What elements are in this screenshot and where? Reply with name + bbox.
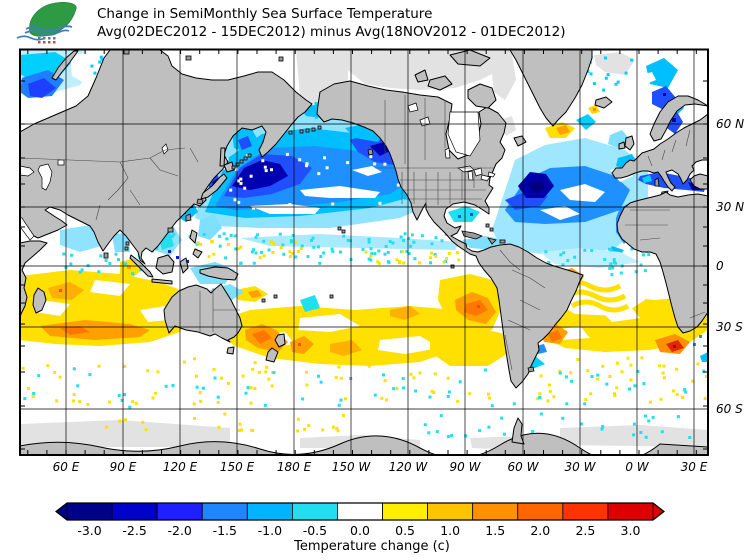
colorbar-tick-label: 2.0 [530, 523, 550, 538]
colorbar: -3.0 -2.5 -2.0 -1.5 -1.0 -0.5 0.0 0.5 1.0 1.5 2.0 2… [55, 502, 665, 554]
land-greenland [509, 50, 593, 127]
colorbar-cells [56, 502, 664, 521]
agency-leaf-logo [16, 2, 77, 44]
land-new-zealand-south [265, 347, 279, 363]
colorbar-caption: Temperature change (c) [293, 539, 450, 554]
arctic-islands [51, 50, 497, 109]
graticule [20, 50, 708, 455]
colorbar-segment [246, 502, 293, 521]
colorbar-tick-label: 1.0 [440, 523, 460, 538]
land-tasmania [226, 346, 235, 355]
colorbar-tick-label: 0.0 [350, 523, 370, 538]
land-new-zealand-north [274, 333, 286, 348]
header: Change in SemiMonthly Sea Surface Temper… [97, 6, 566, 40]
lon-label: 150 E [220, 460, 255, 474]
colorbar-tick-label: -1.5 [213, 523, 237, 538]
lon-label: 150 W [332, 460, 372, 474]
colorbar-segment [472, 502, 519, 521]
colorbar-segment [382, 502, 429, 521]
colorbar-tick-label: -2.0 [167, 523, 191, 538]
page-title: Change in SemiMonthly Sea Surface Temper… [97, 6, 432, 22]
colorbar-segment [427, 502, 474, 521]
colorbar-segment [111, 502, 158, 521]
land-ireland [618, 141, 626, 150]
colorbar-outline [55, 502, 665, 521]
world-map: 60 N 30 N 0 30 S 60 S 60 E 90 E 120 E 150 E 180 … [19, 48, 744, 474]
colorbar-segment [156, 502, 203, 521]
land-europe [611, 113, 708, 192]
colorbar-segment [66, 502, 113, 521]
land-madagascar [32, 287, 47, 314]
colorbar-segment [201, 502, 248, 521]
north-atlantic-cooling [448, 105, 648, 268]
lat-label: 60 N [716, 117, 744, 131]
lon-label: 60 E [53, 460, 80, 474]
lon-label: 60 W [508, 460, 540, 474]
wave-icon [16, 25, 73, 41]
colorbar-tick-label: 2.5 [575, 523, 595, 538]
land-east-africa [20, 240, 48, 319]
map-frame [19, 48, 709, 456]
latitude-labels: 60 N 30 N 0 30 S 60 S [716, 117, 744, 416]
landmasses [20, 50, 708, 455]
colorbar-segment [607, 502, 654, 521]
lat-label: 60 S [716, 402, 743, 416]
land-antarctic-peninsula [511, 417, 525, 445]
small-islands [124, 125, 535, 373]
lon-label: 30 E [681, 460, 708, 474]
colorbar-tick-label: 1.5 [485, 523, 505, 538]
colorbar-tick-label: -2.5 [122, 523, 146, 538]
longitude-labels: 60 E 90 E 120 E 150 E 180 E 150 W 120 W 90 W 60 … [53, 460, 708, 474]
lon-label: 180 E [277, 460, 312, 474]
lakes [20, 102, 496, 241]
land-africa [616, 191, 708, 334]
land-vancouver-island [367, 148, 374, 156]
logo-caption-marks [38, 37, 56, 44]
land-sardinia [654, 177, 660, 187]
colorbar-tick-labels: -3.0 -2.5 -2.0 -1.5 -1.0 -0.5 0.0 0.5 1.0 1.5 2.0 2… [77, 523, 640, 538]
colorbar-segment [337, 502, 383, 521]
lon-label: 30 W [565, 460, 597, 474]
land-eurasia [20, 50, 313, 265]
lon-label: 90 E [110, 460, 137, 474]
colorbar-segment [291, 502, 338, 521]
lon-label: 120 E [163, 460, 198, 474]
lon-label: 0 W [625, 460, 649, 474]
colorbar-segment [562, 502, 609, 521]
land-uk [624, 135, 635, 151]
colorbar-tick-label: 0.5 [395, 523, 415, 538]
page-subtitle: Avg(02DEC2012 - 15DEC2012) minus Avg(18N… [97, 24, 566, 40]
east-asia-islands [167, 147, 252, 259]
colorbar-tick-label: -1.0 [258, 523, 282, 538]
land-scandinavia [649, 95, 708, 142]
land-iceland [594, 96, 613, 109]
colorbar-tick-label: -3.0 [77, 523, 101, 538]
indonesia-islands [103, 252, 239, 285]
lon-label: 120 W [389, 460, 429, 474]
land-australia [163, 283, 243, 343]
lon-label: 90 W [450, 460, 482, 474]
colorbar-tick-label: 3.0 [621, 523, 641, 538]
lat-label: 0 [716, 259, 724, 273]
lat-label: 30 S [716, 320, 743, 334]
speckle-texture [21, 55, 708, 441]
lat-label: 30 N [716, 200, 744, 214]
colorbar-left-arrow [56, 503, 67, 520]
land-turkey [689, 173, 708, 190]
colorbar-segment [517, 502, 564, 521]
colorbar-tick-label: -0.5 [303, 523, 327, 538]
caribbean-islands [461, 223, 506, 245]
land-americas [316, 80, 584, 389]
colorbar-right-arrow [653, 503, 664, 520]
